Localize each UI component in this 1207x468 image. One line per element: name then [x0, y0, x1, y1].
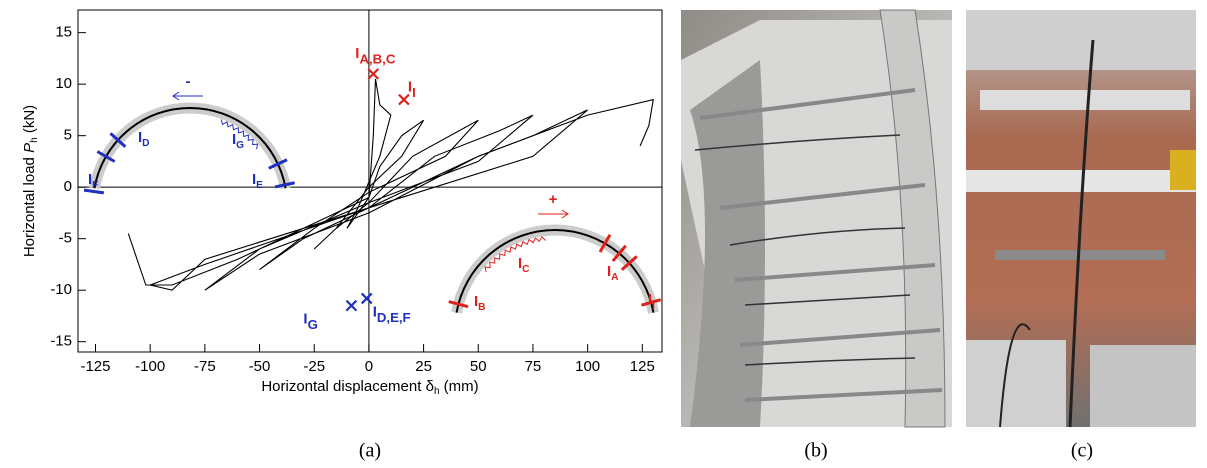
x-axis-label: Horizontal displacement δh (mm) — [261, 378, 478, 399]
x-tick-label: 50 — [470, 358, 487, 375]
y-tick-label: -15 — [50, 333, 72, 350]
photo-b — [681, 10, 952, 427]
annotation-label: IG — [232, 131, 244, 151]
y-tick-label: -5 — [59, 230, 72, 247]
panel-label: (c) — [1071, 440, 1093, 462]
annotation-sub: E — [256, 180, 263, 191]
x-tick-label: -25 — [303, 358, 325, 375]
annotation-sub: B — [478, 302, 485, 313]
page: -125-100-75-50-250255075100125-15-10-505… — [0, 0, 1207, 468]
annotation-sub: I — [652, 300, 655, 311]
x-tick-label: 25 — [415, 358, 432, 375]
annotation-sub: F — [92, 180, 98, 191]
x-tick-label: -50 — [249, 358, 271, 375]
x-tick-label: 100 — [575, 358, 600, 375]
annotation-label: II — [408, 79, 416, 101]
x-tick-label: 125 — [630, 358, 655, 375]
annotation-label: IA — [607, 263, 619, 283]
annotation-sub: D,E,F — [377, 311, 411, 326]
x-tick-label: 0 — [365, 358, 373, 375]
annotation-marker — [346, 301, 356, 311]
annotation-label: IC — [518, 255, 530, 275]
inset-sign: + — [549, 191, 558, 208]
x-tick-label: -125 — [80, 358, 110, 375]
x-tick-label: -100 — [135, 358, 165, 375]
annotation-sub: A — [611, 272, 619, 283]
annotation-sub: G — [308, 318, 318, 333]
y-tick-label: 10 — [55, 75, 72, 92]
annotation-label: IA,B,C — [355, 45, 396, 67]
annotation-sub: C — [522, 264, 530, 275]
annotation-sub: D — [142, 138, 149, 149]
panel-label: (a) — [359, 440, 381, 462]
inset-arrow — [173, 92, 203, 100]
annotation-sub: G — [236, 140, 244, 151]
annotation-label: IB — [474, 293, 486, 313]
figure: -125-100-75-50-250255075100125-15-10-505… — [0, 0, 1207, 468]
y-tick-label: 5 — [64, 127, 72, 144]
inset-sign: - — [186, 73, 191, 90]
annotation-marker — [368, 69, 378, 79]
annotation-label: IE — [252, 171, 263, 191]
annotation-sub: A,B,C — [359, 52, 395, 67]
annotation-sub: I — [412, 86, 416, 101]
y-tick-label: 15 — [55, 24, 72, 41]
y-tick-label: -10 — [50, 281, 72, 298]
crack-mark — [275, 183, 295, 187]
annotation-label: IG — [303, 311, 317, 333]
annotation-marker — [399, 95, 409, 105]
x-tick-label: 75 — [525, 358, 542, 375]
y-tick-label: 0 — [64, 178, 72, 195]
x-tick-label: -75 — [194, 358, 216, 375]
annotation-label: ID,E,F — [373, 303, 411, 325]
y-axis-label: Horizontal load Ph (kN) — [21, 105, 42, 257]
photo-c — [966, 10, 1196, 427]
annotation-label: ID — [138, 129, 150, 149]
inset-arrow — [538, 210, 568, 218]
annotation-marker — [362, 293, 372, 303]
panel-label: (b) — [804, 440, 827, 462]
